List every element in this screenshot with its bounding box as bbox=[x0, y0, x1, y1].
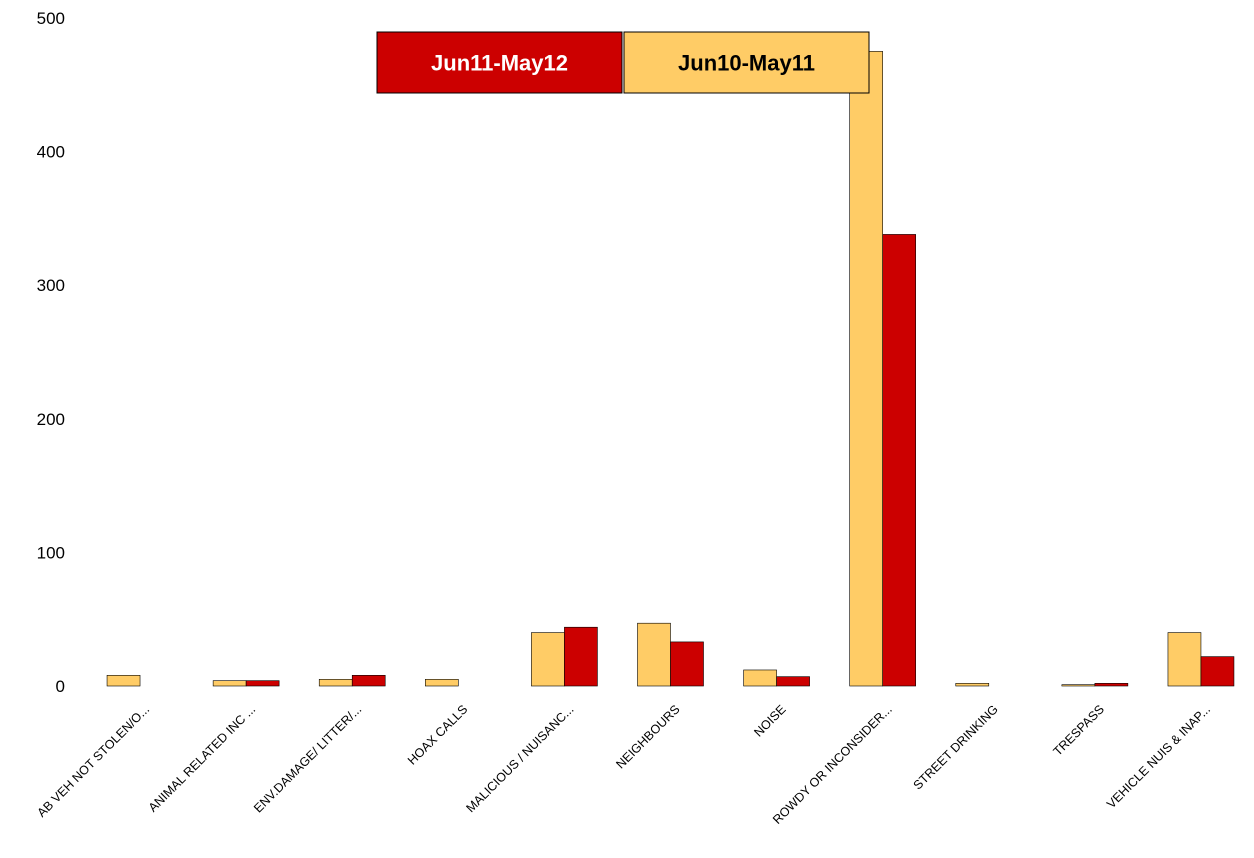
bar-jun11-may12 bbox=[564, 626, 598, 687]
bar-jun10-may11 bbox=[1167, 632, 1202, 687]
x-tick-label: NOISE bbox=[751, 702, 788, 739]
legend-label: Jun11-May12 bbox=[431, 51, 568, 76]
legend-box bbox=[376, 31, 623, 94]
bar-jun11-may12 bbox=[882, 234, 916, 687]
bar-jun10-may11 bbox=[531, 632, 565, 687]
x-tick-label: TRESPASS bbox=[1051, 702, 1107, 758]
bar-jun10-may11 bbox=[1061, 684, 1096, 687]
bar-jun10-may11 bbox=[212, 680, 247, 687]
y-tick-label: 500 bbox=[37, 9, 65, 28]
bar-jun11-may12 bbox=[245, 680, 280, 687]
x-axis: AB VEH NOT STOLEN/O...ANIMAL RELATED INC… bbox=[35, 702, 1214, 827]
x-tick-label: ROWDY OR INCONSIDER... bbox=[770, 702, 895, 827]
bar-jun11-may12 bbox=[1094, 683, 1129, 687]
x-tick-label: MALICIOUS / NUISANC... bbox=[463, 702, 576, 815]
bar-jun11-may12 bbox=[351, 675, 386, 687]
bar-jun10-may11 bbox=[425, 679, 459, 687]
y-tick-label: 100 bbox=[37, 543, 65, 562]
y-axis: 0 100 200 300 400 500 bbox=[37, 9, 65, 696]
legend: Jun11-May12 Jun10-May11 bbox=[376, 31, 870, 94]
y-tick-label: 0 bbox=[56, 677, 65, 696]
bar-jun10-may11 bbox=[955, 683, 990, 687]
x-tick-label: HOAX CALLS bbox=[405, 702, 470, 767]
legend-item: Jun10-May11 bbox=[623, 31, 870, 94]
x-tick-label: STREET DRINKING bbox=[911, 702, 1001, 792]
x-tick-label: VEHICLE NUIS & INAP... bbox=[1104, 702, 1213, 811]
y-tick-label: 200 bbox=[37, 410, 65, 429]
x-tick-label: AB VEH NOT STOLEN/O... bbox=[35, 702, 153, 820]
x-tick-label: ENV.DAMAGE/ LITTER/... bbox=[251, 702, 364, 815]
legend-box bbox=[623, 31, 870, 94]
legend-item: Jun11-May12 bbox=[376, 31, 623, 94]
bar-jun10-may11 bbox=[849, 51, 883, 687]
x-tick-label: ANIMAL RELATED INC ... bbox=[146, 702, 259, 815]
bar-jun10-may11 bbox=[743, 669, 777, 687]
x-tick-label: NEIGHBOURS bbox=[613, 702, 682, 771]
bar-jun10-may11 bbox=[106, 675, 141, 687]
y-tick-label: 400 bbox=[37, 143, 65, 162]
bar-jun10-may11 bbox=[318, 679, 353, 687]
bar-jun11-may12 bbox=[776, 676, 810, 687]
y-tick-label: 300 bbox=[37, 276, 65, 295]
bar-jun10-may11 bbox=[637, 622, 671, 687]
bars-group bbox=[106, 51, 1235, 687]
bar-jun11-may12 bbox=[670, 641, 704, 687]
bar-jun11-may12 bbox=[1200, 656, 1235, 687]
legend-label: Jun10-May11 bbox=[678, 51, 815, 76]
